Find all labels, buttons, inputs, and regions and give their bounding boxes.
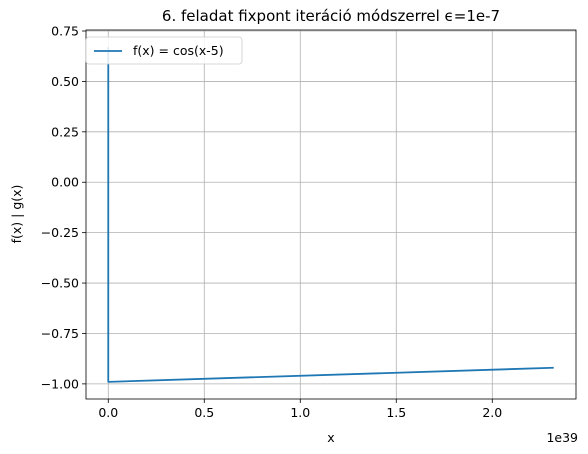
x-axis-label: x — [327, 430, 334, 445]
chart-title: 6. feladat fixpont iteráció módszerrel ϵ… — [162, 7, 500, 25]
y-axis-label: f(x) | g(x) — [9, 185, 24, 244]
series-layer — [107, 47, 554, 383]
x-tick-label: 2.0 — [482, 405, 502, 420]
legend: f(x) = cos(x-5) — [85, 36, 243, 65]
y-tick-label: −0.75 — [41, 326, 79, 341]
legend-label: f(x) = cos(x-5) — [133, 43, 224, 58]
y-tick-label: 0.75 — [51, 24, 79, 39]
x-tick-label: 0.5 — [194, 405, 214, 420]
grid — [86, 30, 576, 399]
plot-frame — [85, 29, 577, 400]
y-axis: 0.75 0.50 0.25 0.00 −0.25 −0.50 −0.75 −1.00 — [41, 24, 86, 391]
y-tick-label: −0.50 — [41, 276, 79, 291]
x-axis: 0.0 0.5 1.0 1.5 2.0 — [98, 399, 502, 420]
x-tick-label: 1.5 — [386, 405, 406, 420]
y-tick-label: −1.00 — [41, 376, 79, 391]
y-tick-label: 0.00 — [51, 175, 79, 190]
x-offset-text: 1e39 — [546, 430, 578, 445]
y-tick-label: −0.25 — [41, 225, 79, 240]
y-tick-label: 0.25 — [51, 124, 79, 139]
y-tick-label: 0.50 — [51, 74, 79, 89]
x-tick-label: 0.0 — [98, 405, 118, 420]
legend-box — [85, 36, 243, 65]
x-tick-label: 1.0 — [290, 405, 310, 420]
series-line — [107, 47, 554, 383]
